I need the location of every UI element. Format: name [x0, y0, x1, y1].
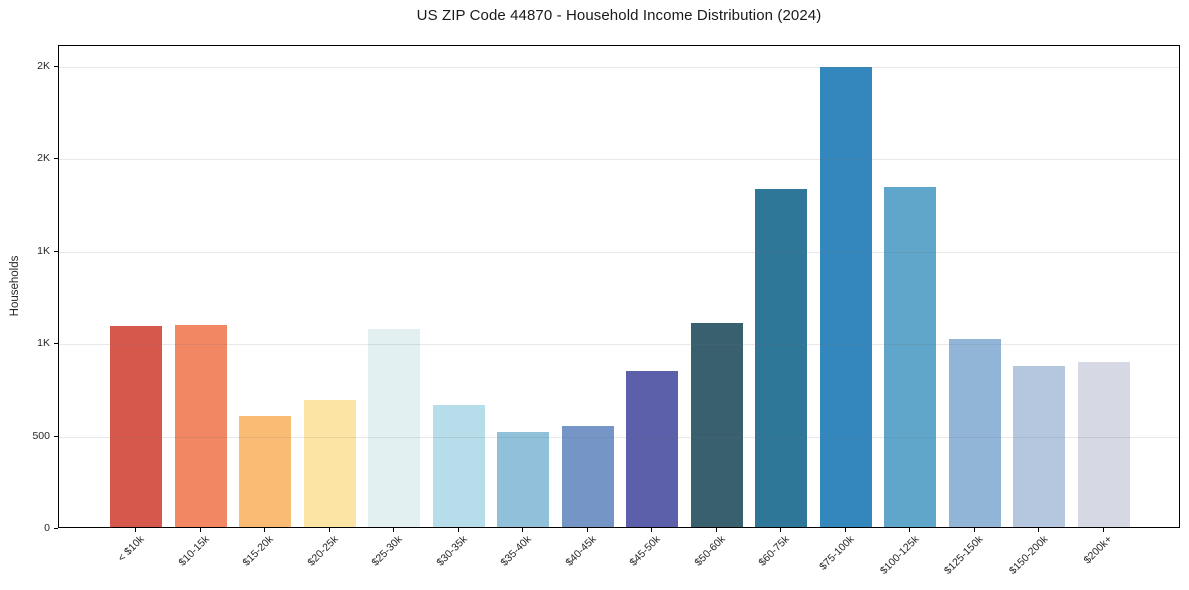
bar-30-35k	[432, 404, 485, 527]
x-tick-label: $35-40k	[498, 533, 534, 569]
x-tick	[586, 528, 588, 532]
x-tick-label: $30-35k	[434, 533, 470, 569]
bar-75-100k	[819, 67, 872, 527]
bar-15-20k	[239, 416, 292, 527]
y-tick-label: 0	[44, 522, 50, 534]
y-tick-label: 1K	[37, 337, 50, 350]
bar-100-125k	[884, 186, 937, 527]
x-tick-label: $15-20k	[240, 533, 276, 569]
x-tick	[522, 528, 524, 532]
x-tick	[328, 528, 330, 532]
chart-title: US ZIP Code 44870 - Household Income Dis…	[416, 7, 822, 24]
x-tick	[1103, 528, 1104, 532]
x-tick	[457, 528, 459, 532]
bar-60-75k	[755, 188, 808, 527]
x-tick	[264, 528, 266, 532]
bar-150-200k	[1013, 365, 1066, 527]
y-tick-label: 1K	[37, 244, 50, 257]
y-tick	[54, 528, 58, 529]
y-tick	[54, 65, 58, 67]
bar-10k	[110, 326, 162, 527]
bar-20-25k	[303, 400, 356, 527]
bar-35-40k	[497, 431, 550, 527]
y-axis-label: Households	[9, 255, 21, 317]
x-tick	[909, 528, 911, 532]
x-tick-label: $100-125k	[877, 533, 922, 577]
x-tick-label: < $10k	[115, 533, 147, 565]
x-tick-label: $60-75k	[756, 533, 793, 569]
bar-125-150k	[948, 338, 1001, 527]
x-tick	[715, 528, 717, 532]
x-tick	[393, 528, 395, 532]
y-tick	[54, 343, 58, 345]
x-tick	[1038, 528, 1040, 532]
x-tick	[780, 528, 782, 532]
bar-200k	[1077, 362, 1130, 527]
x-tick	[973, 528, 975, 532]
x-tick-label: $125-150k	[942, 533, 986, 577]
x-tick	[844, 528, 846, 532]
bar-25-30k	[368, 329, 421, 527]
x-tick-label: $200k+	[1081, 533, 1115, 567]
x-tick	[199, 528, 201, 532]
bar-40-45k	[561, 425, 614, 527]
x-tick	[651, 528, 653, 532]
x-tick-label: $25-30k	[369, 533, 405, 569]
bar-50-60k	[690, 322, 743, 527]
y-tick	[54, 250, 58, 252]
plot-area	[58, 45, 1180, 528]
x-tick-label: $50-60k	[692, 533, 728, 569]
y-tick-label: 2K	[37, 152, 50, 165]
bars-layer	[59, 46, 1179, 527]
x-tick-label: $40-45k	[563, 533, 599, 569]
bar-10-15k	[174, 325, 227, 527]
x-tick-label: $75-100k	[817, 533, 857, 573]
x-tick-label: $10-15k	[175, 533, 212, 569]
y-tick-label: 500	[32, 429, 50, 442]
y-tick	[54, 158, 58, 160]
y-tick-label: 2K	[37, 59, 50, 72]
y-tick	[54, 435, 58, 437]
x-tick-label: $150-200k	[1006, 533, 1051, 577]
x-tick-label: $20-25k	[305, 533, 341, 569]
bar-45-50k	[626, 370, 679, 527]
x-tick-label: $45-50k	[627, 533, 663, 569]
x-tick	[135, 528, 136, 532]
